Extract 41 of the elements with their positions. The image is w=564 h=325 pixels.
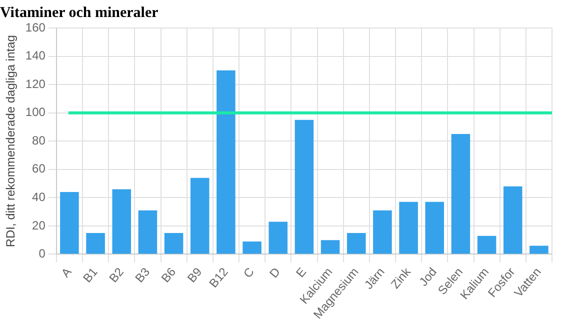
bar: [112, 189, 132, 254]
bar: [425, 202, 444, 254]
x-tick-label: B12: [206, 264, 231, 290]
bar: [451, 134, 470, 254]
y-tick-label: 140: [25, 48, 46, 63]
x-tick-label: B1: [80, 264, 101, 286]
x-tick-label: C: [240, 264, 258, 281]
bar: [242, 242, 262, 254]
bar: [346, 233, 366, 254]
bar: [216, 70, 236, 254]
x-tick-label: D: [266, 264, 284, 281]
x-tick-label: B2: [106, 264, 127, 286]
bar: [373, 210, 392, 254]
x-tick-label: A: [58, 264, 74, 280]
y-tick-label: 160: [25, 20, 46, 34]
x-tick-label: Järn: [362, 264, 388, 292]
chart-title: Vitaminer och mineraler: [0, 4, 159, 21]
bar: [138, 210, 158, 254]
bar: [294, 120, 314, 254]
bar: [190, 178, 210, 254]
x-tick-label: B3: [132, 264, 153, 286]
bar: [503, 186, 522, 254]
y-tick-label: 100: [25, 105, 46, 120]
y-tick-label: 40: [32, 190, 46, 204]
bar: [86, 233, 105, 254]
y-tick-label: 20: [32, 218, 46, 232]
bar: [399, 202, 418, 254]
bar: [477, 236, 496, 254]
x-tick-label: B6: [158, 264, 179, 286]
bar: [320, 240, 340, 254]
bar: [530, 246, 548, 254]
bar: [268, 222, 288, 254]
y-tick-label: 80: [32, 133, 46, 148]
y-tick-label: 60: [32, 162, 46, 176]
bar: [60, 192, 79, 254]
y-tick-label: 120: [25, 76, 46, 91]
x-tick-label: Jod: [416, 264, 440, 289]
y-axis-title: RDI, ditt rekommenderade dagliga intag: [4, 35, 18, 248]
y-tick-label: 0: [38, 246, 46, 261]
bar: [164, 233, 184, 254]
x-tick-label: B9: [184, 264, 205, 286]
